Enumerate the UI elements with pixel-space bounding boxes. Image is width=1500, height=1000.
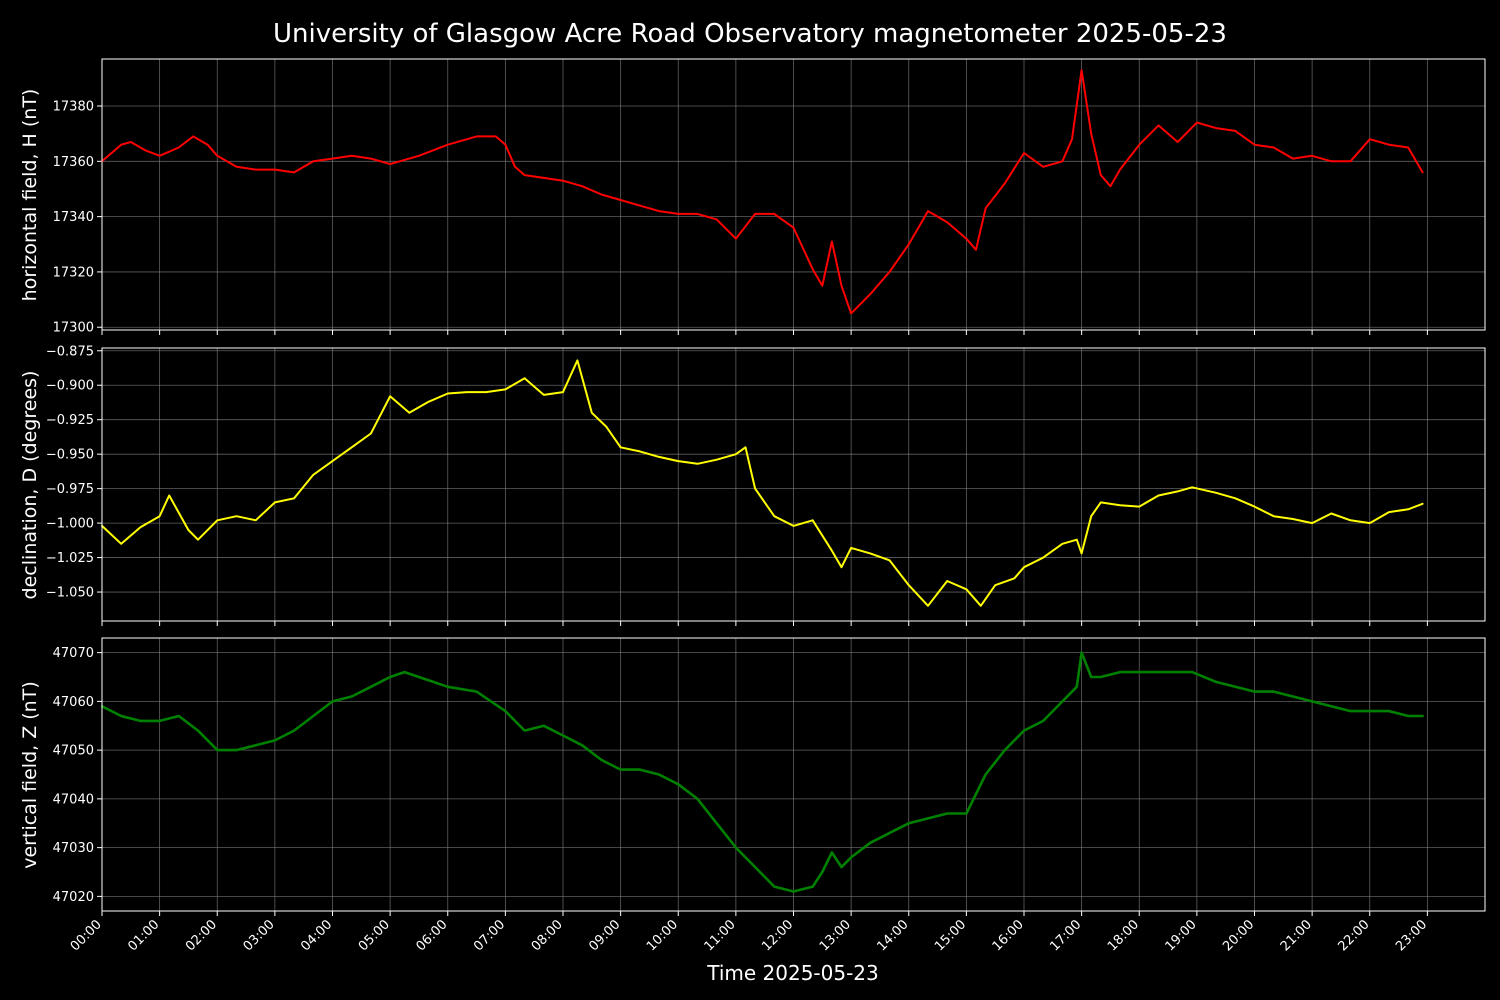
series-line-1 <box>101 69 1424 315</box>
x-tick-label: 14:00 <box>874 917 911 954</box>
x-tick-label: 03:00 <box>241 917 278 954</box>
x-tick-label: 19:00 <box>1163 917 1200 954</box>
x-tick-label: 04:00 <box>298 917 335 954</box>
x-tick-label: 17:00 <box>1047 917 1084 954</box>
y-tick-label: 17340 <box>53 210 94 225</box>
y-tick-label: −0.925 <box>46 413 94 428</box>
x-tick-label: 12:00 <box>759 917 796 954</box>
y-tick-label: 47070 <box>53 646 94 661</box>
x-axis-label: Time 2025-05-23 <box>706 961 879 985</box>
y-tick-label: 17380 <box>53 100 94 115</box>
chart-panels: 17300 17320 17340 17360 17380 horizontal fiel… <box>19 58 1486 954</box>
x-tick-label: 06:00 <box>413 917 450 954</box>
y-tick-label: 47060 <box>53 695 94 710</box>
y-tick-label: −0.900 <box>46 379 94 394</box>
x-tick-label: 15:00 <box>932 917 969 954</box>
x-tick-label: 23:00 <box>1393 917 1430 954</box>
x-tick-label: 05:00 <box>356 917 393 954</box>
x-tick-label: 07:00 <box>471 917 508 954</box>
y-tick-label: −0.950 <box>46 448 94 463</box>
plot-frame <box>101 58 1486 331</box>
y-tick-label: 47030 <box>53 841 94 856</box>
x-tick-label: 00:00 <box>68 917 105 954</box>
x-tick-label: 13:00 <box>817 917 854 954</box>
y-axis-label: vertical field, Z (nT) <box>19 681 41 869</box>
y-tick-label: −1.000 <box>46 517 94 532</box>
chart-panel-1: 17300 17320 17340 17360 17380 horizontal fiel… <box>19 58 1486 336</box>
y-tick-label: −1.050 <box>46 586 94 601</box>
plot-frame <box>101 637 1486 912</box>
x-tick-label: 21:00 <box>1278 917 1315 954</box>
y-tick-label: 17300 <box>53 321 94 336</box>
y-tick-label: 47040 <box>53 792 94 807</box>
y-tick-label: 47050 <box>53 744 94 759</box>
series-line-2 <box>101 359 1424 607</box>
x-tick-labels: 00:00 01:00 02:00 03:00 04:00 05:00 06:00 07:00… <box>68 917 1430 954</box>
y-axis-label: declination, D (degrees) <box>19 371 41 600</box>
series-line-3 <box>100 651 1424 893</box>
y-tick-label: 17360 <box>53 155 94 170</box>
x-tick-label: 09:00 <box>586 917 623 954</box>
chart-panel-3: 47020 47030 47040 47050 47060 47070 vertical f… <box>19 637 1486 916</box>
x-tick-label: 20:00 <box>1220 917 1257 954</box>
x-tick-label: 08:00 <box>529 917 566 954</box>
plot-frame <box>101 347 1486 622</box>
x-tick-label: 02:00 <box>183 917 220 954</box>
y-tick-label: −0.975 <box>46 482 94 497</box>
x-tick-label: 01:00 <box>125 917 162 954</box>
y-tick-label: −1.025 <box>46 551 94 566</box>
x-tick-label: 18:00 <box>1105 917 1142 954</box>
y-tick-label: −0.875 <box>46 344 94 359</box>
chart-panel-2: −0.875 −0.900 −0.925 −0.950 −0.975 −1.000 −1.0… <box>19 344 1486 626</box>
y-axis-label: horizontal field, H (nT) <box>19 89 41 302</box>
y-tick-label: 17320 <box>53 265 94 280</box>
figure-title: University of Glasgow Acre Road Observat… <box>273 19 1227 49</box>
x-tick-label: 22:00 <box>1335 917 1372 954</box>
x-tick-label: 10:00 <box>644 917 681 954</box>
y-tick-label: 47020 <box>53 890 94 905</box>
x-tick-label: 11:00 <box>702 917 739 954</box>
x-tick-label: 16:00 <box>990 917 1027 954</box>
